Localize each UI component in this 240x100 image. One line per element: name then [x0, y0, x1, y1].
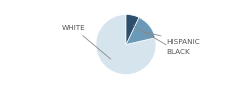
- Wedge shape: [96, 14, 156, 74]
- Text: BLACK: BLACK: [133, 25, 190, 55]
- Text: WHITE: WHITE: [62, 25, 111, 59]
- Wedge shape: [126, 17, 155, 44]
- Wedge shape: [126, 14, 139, 44]
- Text: HISPANIC: HISPANIC: [145, 32, 200, 44]
